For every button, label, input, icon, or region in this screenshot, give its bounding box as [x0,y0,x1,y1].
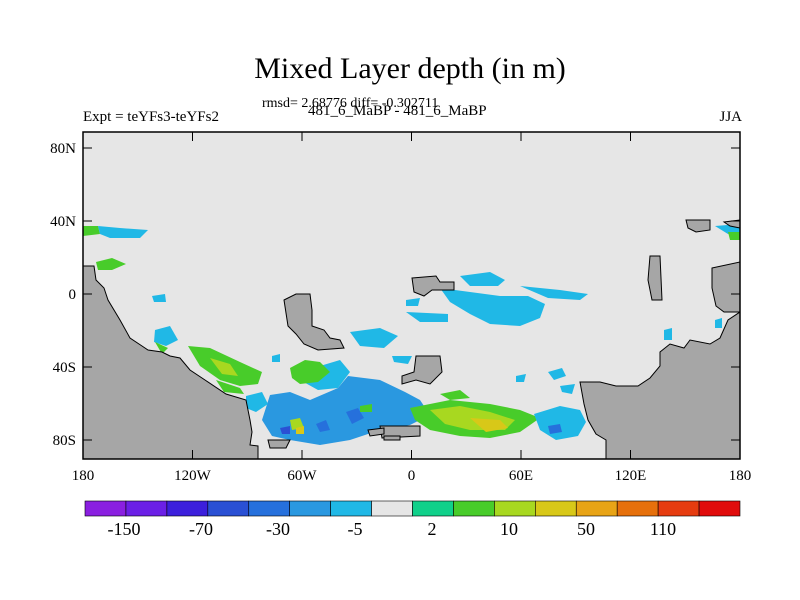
lon-label: 0 [408,468,416,484]
lon-label: 180 [729,468,752,484]
colorbar [84,500,741,517]
anomaly-patch [350,328,398,348]
colorbar-label: -150 [108,519,141,539]
continent-south-asia [401,355,443,385]
colorbar-label: 2 [428,519,437,539]
anomaly-patch [715,318,722,328]
longitude-labels: 180 120W 60W 0 60E 120E 180 [72,468,752,484]
anomaly-patch [728,232,740,240]
colorbar-swatch [289,500,331,517]
colorbar-swatch [248,500,290,517]
anomaly-patch [154,326,178,346]
longitude-axis [82,132,741,459]
lon-label: 120E [615,468,647,484]
anomaly-patch [155,342,168,354]
continent-africa [283,293,345,351]
colorbar-swatch [125,500,168,517]
anomaly-patch [346,408,364,424]
cases-label: 481_6_MaBP - 481_6_MaBP [308,103,487,119]
anomaly-patch [664,328,672,340]
colorbar-swatch [535,500,577,517]
anomaly-patch [516,374,526,382]
colorbar-label: 110 [650,519,676,539]
colorbar-swatch [575,500,618,517]
anomaly-patch [296,426,304,434]
lat-label: 40S [53,360,76,376]
colorbar-label: -70 [189,519,213,539]
anomaly-patch [440,288,545,326]
anomaly-patch [406,312,448,322]
continent-australia [579,311,740,459]
lat-label: 80S [53,433,76,449]
colorbar-label: 10 [500,519,518,539]
lon-label: 180 [72,468,95,484]
lat-label: 40N [50,214,76,230]
colorbar-swatch [330,500,372,517]
anomaly-patch [548,368,566,380]
anomaly-patch [392,356,412,364]
anomaly-patch [246,392,268,412]
continent-southeast-asia [711,261,740,313]
anomaly-patch [440,390,470,400]
colorbar-labels: -150 -70 -30 -5 2 10 50 110 [108,519,677,539]
colorbar-swatch [207,500,250,517]
anomaly-patch [83,226,100,236]
colorbar-swatch [371,500,413,517]
anomaly-patch [272,354,280,362]
anomaly-patch [210,358,238,376]
anomaly-patch [152,294,166,302]
colorbar-swatch [494,500,536,517]
anomaly-patch [470,418,508,432]
anomaly-patch [520,286,588,300]
anomaly-patch [216,380,244,394]
anomaly-patch [96,258,126,270]
anomaly-patch [460,272,505,286]
anomaly-patch [290,360,330,384]
latitude-labels: 80N 40N 0 40S 80S [50,141,76,449]
colorbar-label: -30 [266,519,290,539]
lon-label: 120W [174,468,212,484]
season-label: JJA [719,109,742,125]
colorbar-swatch [166,500,209,517]
latitude-axis [83,147,740,441]
stats-line: rmsd= 2.68776 diff= -0.302711 [262,96,439,111]
map-plot-area [83,132,740,459]
map-title: Mixed Layer depth (in m) [254,52,566,85]
continent-arabia [411,275,455,297]
lat-label: 80N [50,141,76,157]
colorbar-swatch [616,500,659,517]
colorbar-label: -5 [348,519,363,539]
anomaly-patch [406,298,420,306]
lon-label: 60W [287,468,317,484]
lat-label: 0 [69,287,77,303]
colorbar-swatch [412,500,454,517]
colorbar-swatch [657,500,700,517]
anomaly-patch [548,424,562,434]
continent-japan [685,219,711,233]
lon-label: 60E [509,468,533,484]
anomaly-patch [560,384,575,394]
continent-americas [83,265,259,459]
anomaly-patch [534,406,586,440]
continent-antarctic-peninsula [267,439,291,449]
continent-subantarctic-island [383,435,401,441]
experiment-label: Expt = teYFs3-teYFs2 [83,109,219,125]
continent-east-asia [647,255,663,301]
anomaly-patch [316,420,330,432]
land-masses [83,219,740,459]
anomaly-patch [360,404,372,412]
continent-small-island [367,427,385,437]
colorbar-swatch [84,500,127,517]
anomaly-patch [98,226,148,238]
colorbar-swatch [698,500,741,517]
colorbar-label: 50 [577,519,595,539]
anomaly-patch [280,426,290,434]
colorbar-swatch [453,500,495,517]
